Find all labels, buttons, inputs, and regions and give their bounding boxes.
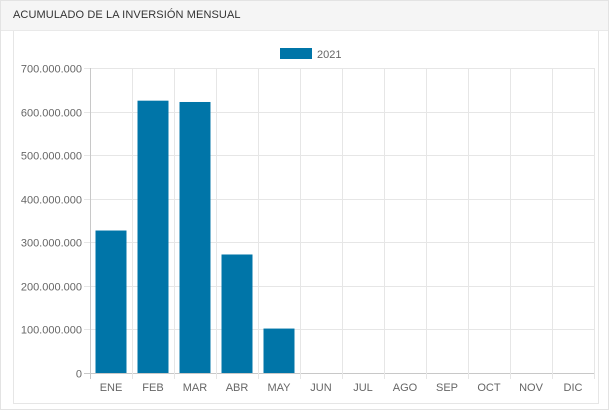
x-tick-label: JUN — [310, 382, 331, 394]
y-tick-label: 0 — [76, 369, 82, 381]
bar-may — [263, 328, 295, 373]
panel-title: ACUMULADO DE LA INVERSIÓN MENSUAL — [13, 9, 241, 21]
y-tick-label: 500.000.000 — [21, 151, 82, 163]
bar-ene — [95, 230, 127, 373]
bar-abr — [221, 254, 253, 373]
x-tick-label: OCT — [477, 382, 501, 394]
y-tick-label: 300.000.000 — [21, 238, 82, 250]
x-tick-label: ABR — [226, 382, 249, 394]
x-tick-label: DIC — [564, 382, 583, 394]
y-tick-label: 600.000.000 — [21, 108, 82, 120]
y-tick-label: 400.000.000 — [21, 195, 82, 207]
y-tick-label: 100.000.000 — [21, 325, 82, 337]
x-tick-label: ENE — [100, 382, 123, 394]
x-tick-label: AGO — [393, 382, 418, 394]
bar-feb — [137, 100, 169, 373]
panel-body — [13, 31, 599, 404]
bar-mar — [179, 101, 211, 373]
legend-label[interactable]: 2021 — [317, 49, 341, 61]
x-tick-label: FEB — [142, 382, 163, 394]
x-tick-label: NOV — [519, 382, 544, 394]
x-tick-label: JUL — [353, 382, 373, 394]
x-tick-label: MAR — [183, 382, 208, 394]
legend-swatch[interactable] — [280, 48, 312, 59]
x-tick-label: MAY — [267, 382, 291, 394]
panel-header: ACUMULADO DE LA INVERSIÓN MENSUAL — [1, 1, 608, 31]
y-tick-label: 200.000.000 — [21, 282, 82, 294]
x-tick-label: SEP — [436, 382, 458, 394]
y-tick-label: 700.000.000 — [21, 64, 82, 76]
